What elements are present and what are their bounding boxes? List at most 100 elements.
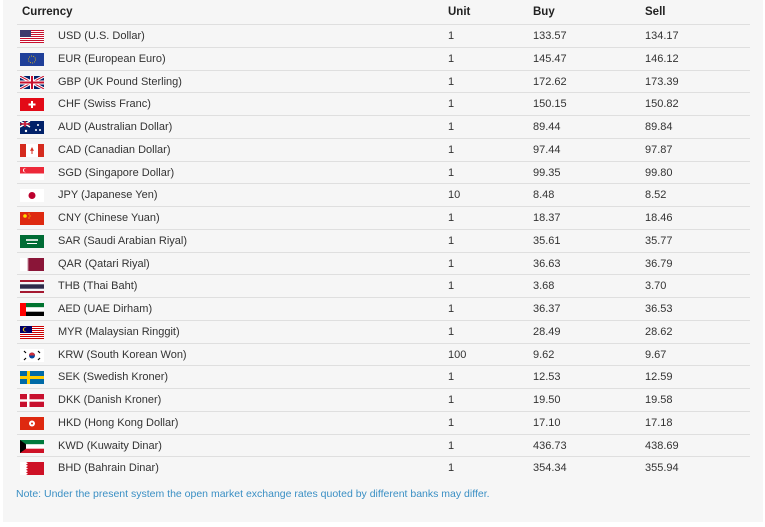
- currency-name: AED (UAE Dirham): [58, 303, 153, 315]
- disclaimer-note: Note: Under the present system the open …: [16, 488, 490, 500]
- rates-table-body: USD (U.S. Dollar) 1 133.57 134.17 EUR (E…: [3, 24, 763, 479]
- buy-rate: 133.57: [533, 30, 567, 42]
- flag-sa-icon: [20, 234, 44, 248]
- table-header: Currency Unit Buy Sell: [3, 0, 763, 24]
- sell-rate: 150.82: [645, 98, 679, 111]
- buy-rate: 17.10: [533, 416, 561, 429]
- unit-value: 1: [448, 303, 455, 315]
- currency-name: EUR (European Euro): [58, 52, 166, 65]
- unit-value: 1: [448, 394, 455, 406]
- unit-value: 1: [448, 121, 455, 133]
- exchange-rate-panel: Currency Unit Buy Sell USD (U.S. Dollar)…: [3, 0, 763, 522]
- flag-bh-icon: [20, 462, 44, 476]
- currency-name: CNY (Chinese Yuan): [58, 212, 160, 224]
- table-row: CAD (Canadian Dollar) 1 97.44 97.87: [17, 137, 750, 161]
- flag-eu-icon: [20, 52, 44, 66]
- table-row: CHF (Swiss Franc) 1 150.15 150.82: [17, 92, 750, 115]
- currency-name: GBP (UK Pound Sterling): [58, 75, 182, 88]
- unit-value: 1: [448, 234, 455, 247]
- buy-rate: 145.47: [533, 52, 567, 65]
- currency-name: KRW (South Korean Won): [58, 348, 187, 361]
- table-row: KRW (South Korean Won) 100 9.62 9.67: [17, 342, 750, 366]
- table-row: EUR (European Euro) 1 145.47 146.12: [17, 46, 750, 70]
- sell-rate: 89.84: [645, 121, 673, 133]
- sell-rate: 19.58: [645, 394, 673, 406]
- currency-name: THB (Thai Baht): [58, 280, 138, 293]
- table-row: THB (Thai Baht) 1 3.68 3.70: [17, 274, 750, 297]
- buy-rate: 18.37: [533, 212, 561, 224]
- unit-value: 1: [448, 439, 455, 452]
- flag-se-icon: [20, 371, 44, 385]
- sell-rate: 99.80: [645, 166, 673, 179]
- flag-ae-icon: [20, 303, 44, 316]
- unit-value: 1: [448, 325, 455, 338]
- unit-value: 1: [448, 280, 455, 293]
- header-sell: Sell: [645, 6, 666, 18]
- flag-au-icon: [20, 121, 44, 134]
- flag-dk-icon: [20, 394, 44, 407]
- table-row: USD (U.S. Dollar) 1 133.57 134.17: [17, 24, 750, 47]
- sell-rate: 17.18: [645, 416, 673, 429]
- table-row: MYR (Malaysian Ringgit) 1 28.49 28.62: [17, 319, 750, 343]
- header-unit: Unit: [448, 6, 471, 18]
- unit-value: 1: [448, 52, 455, 65]
- sell-rate: 134.17: [645, 30, 679, 42]
- currency-name: SGD (Singapore Dollar): [58, 166, 175, 179]
- buy-rate: 436.73: [533, 439, 567, 452]
- currency-name: CAD (Canadian Dollar): [58, 143, 171, 156]
- buy-rate: 150.15: [533, 98, 567, 111]
- sell-rate: 3.70: [645, 280, 667, 293]
- buy-rate: 9.62: [533, 348, 555, 361]
- currency-name: AUD (Australian Dollar): [58, 121, 173, 133]
- sell-rate: 12.59: [645, 371, 673, 384]
- sell-rate: 36.53: [645, 303, 673, 315]
- table-row: JPY (Japanese Yen) 10 8.48 8.52: [17, 183, 750, 206]
- unit-value: 1: [448, 30, 455, 42]
- table-row: SGD (Singapore Dollar) 1 99.35 99.80: [17, 160, 750, 184]
- table-row: DKK (Danish Kroner) 1 19.50 19.58: [17, 388, 750, 411]
- flag-sg-icon: [20, 166, 44, 180]
- currency-name: CHF (Swiss Franc): [58, 98, 151, 111]
- table-row: SEK (Swedish Kroner) 1 12.53 12.59: [17, 365, 750, 388]
- buy-rate: 12.53: [533, 371, 561, 384]
- sell-rate: 8.52: [645, 189, 667, 202]
- unit-value: 1: [448, 75, 455, 88]
- unit-value: 1: [448, 166, 455, 179]
- table-row: BHD (Bahrain Dinar) 1 354.34 355.94: [17, 456, 750, 479]
- sell-rate: 97.87: [645, 143, 673, 156]
- sell-rate: 146.12: [645, 52, 679, 65]
- sell-rate: 9.67: [645, 348, 667, 361]
- buy-rate: 99.35: [533, 166, 561, 179]
- unit-value: 1: [448, 98, 455, 111]
- table-row: HKD (Hong Kong Dollar) 1 17.10 17.18: [17, 410, 750, 434]
- unit-value: 1: [448, 462, 455, 475]
- flag-qa-icon: [20, 257, 44, 271]
- currency-name: BHD (Bahrain Dinar): [58, 462, 159, 475]
- flag-us-icon: [20, 30, 44, 43]
- table-row: AUD (Australian Dollar) 1 89.44 89.84: [17, 115, 750, 138]
- sell-rate: 28.62: [645, 325, 673, 338]
- unit-value: 1: [448, 257, 455, 270]
- flag-jp-icon: [20, 189, 44, 203]
- sell-rate: 438.69: [645, 439, 679, 452]
- table-row: SAR (Saudi Arabian Riyal) 1 35.61 35.77: [17, 228, 750, 252]
- unit-value: 1: [448, 143, 455, 156]
- flag-gb-icon: [20, 75, 44, 89]
- flag-th-icon: [20, 280, 44, 294]
- buy-rate: 36.37: [533, 303, 561, 315]
- currency-name: HKD (Hong Kong Dollar): [58, 416, 179, 429]
- currency-name: SEK (Swedish Kroner): [58, 371, 169, 384]
- currency-name: QAR (Qatari Riyal): [58, 257, 150, 270]
- flag-kw-icon: [20, 439, 44, 453]
- flag-kr-icon: [20, 348, 44, 362]
- currency-name: USD (U.S. Dollar): [58, 30, 145, 42]
- buy-rate: 3.68: [533, 280, 555, 293]
- buy-rate: 35.61: [533, 234, 561, 247]
- currency-name: MYR (Malaysian Ringgit): [58, 325, 180, 338]
- buy-rate: 28.49: [533, 325, 561, 338]
- flag-cn-icon: [20, 212, 44, 225]
- buy-rate: 354.34: [533, 462, 567, 475]
- buy-rate: 89.44: [533, 121, 561, 133]
- buy-rate: 172.62: [533, 75, 567, 88]
- sell-rate: 35.77: [645, 234, 673, 247]
